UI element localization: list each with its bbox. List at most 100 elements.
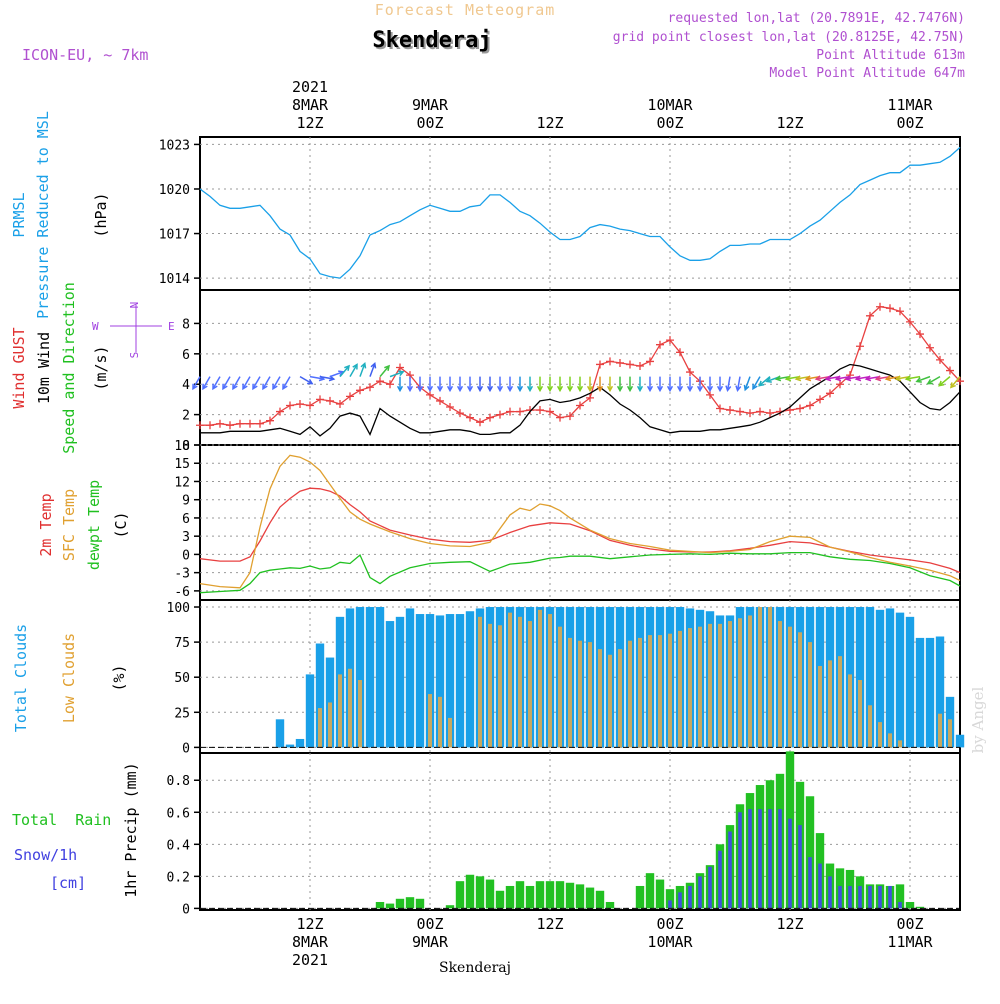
- wind-arrow: [232, 376, 241, 390]
- precip-ylabel: [cm]: [50, 874, 86, 892]
- compass-n: N: [128, 302, 141, 309]
- rain-bar: [585, 887, 595, 909]
- bottom-time-label: 12Z: [296, 915, 323, 933]
- rain-bar: [515, 881, 525, 909]
- gust-marker: [486, 413, 494, 422]
- wind-arrow-head: [496, 385, 504, 393]
- gust-marker: [396, 363, 404, 372]
- low-cloud-bar: [648, 635, 652, 748]
- wind-arrow-head: [456, 385, 464, 393]
- wind-arrow: [202, 376, 211, 390]
- clouds-ylabel: Total Clouds: [12, 624, 30, 732]
- low-cloud-bar: [938, 713, 942, 748]
- wind-arrow-head: [626, 385, 634, 393]
- temperature-series-2m-temp: [199, 487, 961, 574]
- rain-bar: [895, 884, 905, 909]
- temperature-ytick-label: 12: [174, 475, 190, 490]
- gust-marker: [276, 407, 284, 416]
- wind-arrow-head: [476, 385, 484, 393]
- wind-arrow-head: [794, 375, 802, 382]
- total-cloud-bar: [415, 614, 425, 748]
- snow-bar: [878, 885, 882, 909]
- wind-arrow-head: [606, 385, 614, 393]
- gust-marker: [246, 419, 254, 428]
- wind-arrow-head: [486, 385, 494, 393]
- snow-bar: [798, 825, 802, 909]
- low-cloud-bar: [758, 607, 762, 748]
- total-cloud-bar: [285, 744, 295, 748]
- gust-marker: [756, 407, 764, 416]
- low-cloud-bar: [428, 694, 432, 748]
- wind-arrow-head: [743, 384, 750, 392]
- gust-marker: [206, 421, 214, 430]
- wind-arrow: [938, 376, 951, 387]
- rain-bar: [485, 879, 495, 909]
- wind-arrow-head: [636, 385, 644, 393]
- rain-bar: [555, 881, 565, 909]
- wind-series-10m-wind: [200, 363, 961, 437]
- wind-arrow: [389, 371, 404, 378]
- wind-arrow-head: [556, 385, 564, 393]
- compass-w: W: [92, 320, 99, 333]
- total-cloud-bar: [435, 615, 445, 748]
- snow-bar: [778, 809, 782, 909]
- gust-marker: [926, 343, 934, 352]
- gust-marker: [266, 416, 274, 425]
- total-cloud-bar: [295, 738, 305, 748]
- low-cloud-bar: [478, 616, 482, 748]
- low-cloud-bar: [598, 649, 602, 748]
- low-cloud-bar: [768, 607, 772, 748]
- wind-arrow-head: [586, 385, 594, 393]
- low-cloud-bar: [698, 626, 702, 748]
- wind-arrow-head: [222, 383, 228, 391]
- snow-bar: [858, 885, 862, 909]
- bottom-time-label: 10MAR: [647, 933, 693, 951]
- gust-marker: [536, 406, 544, 415]
- snow-bar: [718, 850, 722, 909]
- wind-arrow-head: [446, 385, 454, 393]
- rain-bar: [595, 890, 605, 909]
- closest-gridpoint: grid point closest lon,lat (20.8125E, 42…: [613, 30, 965, 45]
- low-cloud-bar: [798, 632, 802, 748]
- rain-bar: [455, 881, 465, 909]
- low-cloud-bar: [608, 654, 612, 748]
- wind-arrow: [359, 363, 366, 377]
- wind-arrow-head: [192, 383, 198, 391]
- top-time-label: 12Z: [776, 114, 803, 132]
- temperature-ytick-label: 9: [182, 494, 190, 509]
- wind-arrow-head: [864, 375, 872, 382]
- wind-arrow-head: [536, 385, 544, 393]
- gust-marker: [856, 342, 864, 351]
- wind-arrow-head: [834, 375, 842, 382]
- total-cloud-bar: [915, 637, 925, 748]
- gust-marker: [606, 357, 614, 366]
- snow-bar: [748, 809, 752, 909]
- wind-arrow-head: [506, 385, 514, 393]
- low-cloud-bar: [838, 656, 842, 748]
- gust-marker: [476, 418, 484, 427]
- gust-marker: [256, 419, 264, 428]
- wind-ytick-label: 0: [182, 439, 190, 454]
- wind-arrow-head: [904, 375, 912, 382]
- gust-marker: [326, 396, 334, 405]
- wind-arrow-head: [516, 385, 524, 393]
- low-cloud-bar: [728, 621, 732, 748]
- temperature-series-dewpt-temp: [199, 551, 961, 594]
- bottom-time-label: 8MAR: [292, 933, 329, 951]
- total-cloud-bar: [875, 609, 885, 748]
- rain-bar: [495, 890, 505, 909]
- panel-clouds: 0 25 50 75 100 Total Clouds Low Clouds (%): [12, 599, 965, 756]
- rain-bar: [445, 905, 455, 909]
- wind-arrow-head: [804, 375, 812, 382]
- wind-arrow-head: [894, 375, 902, 382]
- gust-marker: [806, 401, 814, 410]
- snow-bar: [768, 809, 772, 909]
- wind-arrow: [192, 376, 201, 390]
- low-cloud-bar: [508, 612, 512, 748]
- wind-arrow: [329, 371, 344, 378]
- pressure-ylabel: (hPa): [92, 192, 110, 237]
- wind-arrow-head: [262, 383, 268, 391]
- gust-marker: [386, 380, 394, 389]
